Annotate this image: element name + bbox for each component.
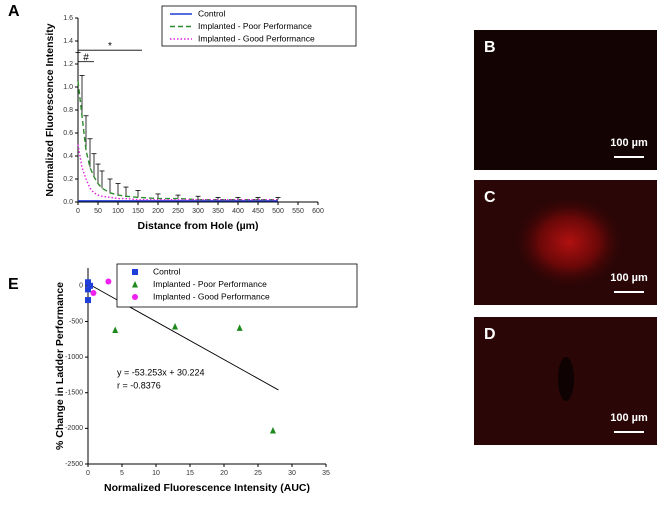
micrograph xyxy=(474,30,657,170)
data-line xyxy=(77,144,278,201)
fit-equation: y = -53.253x + 30.224 xyxy=(117,367,205,377)
annotation: # xyxy=(83,52,89,63)
x-tick-label: 15 xyxy=(186,470,194,477)
y-tick-label: -2500 xyxy=(65,461,83,468)
legend-box xyxy=(116,263,358,308)
x-axis-label: Normalized Fluorescence Intensity (AUC) xyxy=(104,482,310,494)
data-point xyxy=(85,297,91,304)
x-tick-label: 400 xyxy=(232,208,244,215)
data-point xyxy=(112,326,119,334)
x-tick-label: 550 xyxy=(292,208,304,215)
y-tick-label: -1500 xyxy=(65,390,83,397)
y-tick-label: -2000 xyxy=(65,425,83,432)
image-label: C xyxy=(484,189,496,206)
x-tick-label: 20 xyxy=(220,470,228,477)
legend-swatch xyxy=(132,269,138,275)
data-point xyxy=(85,279,91,286)
x-tick-label: 35 xyxy=(322,470,330,477)
x-axis-label: Distance from Hole (µm) xyxy=(138,220,259,232)
x-tick-label: 500 xyxy=(272,208,284,215)
x-tick-label: 600 xyxy=(312,208,324,215)
x-tick-label: 0 xyxy=(86,470,90,477)
x-tick-label: 450 xyxy=(252,208,264,215)
data-line xyxy=(77,81,278,201)
data-point xyxy=(90,289,97,296)
x-tick-label: 150 xyxy=(132,208,144,215)
y-tick-label: 1.6 xyxy=(63,15,73,22)
scale-label: 100 µm xyxy=(610,137,648,149)
data-point xyxy=(172,322,179,330)
y-tick-label: 0.4 xyxy=(63,153,73,160)
data-point xyxy=(236,324,243,331)
legend-label: Control xyxy=(198,8,226,18)
image-label: B xyxy=(484,39,496,56)
y-tick-label: 0.8 xyxy=(63,107,73,114)
y-tick-label: 1.2 xyxy=(63,61,73,68)
panel-label: A xyxy=(8,3,20,20)
image-label: D xyxy=(484,326,496,343)
x-tick-label: 30 xyxy=(288,470,296,477)
data-point xyxy=(87,282,94,289)
legend-swatch xyxy=(132,281,138,288)
y-tick-label: -1000 xyxy=(65,354,83,361)
x-tick-label: 100 xyxy=(112,208,124,215)
annotation: * xyxy=(108,41,112,52)
panel-label: E xyxy=(8,276,19,293)
y-tick-label: 0.0 xyxy=(63,199,73,206)
implant-hole xyxy=(558,357,574,401)
y-tick-label: 0 xyxy=(79,283,83,290)
legend-label: Control xyxy=(153,266,181,276)
legend-label: Implanted - Good Performance xyxy=(153,291,270,301)
x-tick-label: 350 xyxy=(212,208,224,215)
y-axis-label: % Change in Ladder Performance xyxy=(54,282,66,450)
x-tick-label: 0 xyxy=(76,208,80,215)
x-tick-label: 250 xyxy=(172,208,184,215)
scale-label: 100 µm xyxy=(610,272,648,284)
data-point xyxy=(105,278,112,285)
data-point xyxy=(269,427,276,434)
y-tick-label: 1.4 xyxy=(63,38,73,45)
x-tick-label: 200 xyxy=(152,208,164,215)
y-tick-label: 0.6 xyxy=(63,130,73,137)
fluorescence-glow xyxy=(509,192,629,292)
y-tick-label: 0.2 xyxy=(63,176,73,183)
x-tick-label: 10 xyxy=(152,470,160,477)
x-tick-label: 5 xyxy=(120,470,124,477)
y-tick-label: 1.0 xyxy=(63,84,73,91)
x-tick-label: 300 xyxy=(192,208,204,215)
legend-label: Implanted - Good Performance xyxy=(198,33,315,43)
legend-box xyxy=(161,5,357,47)
x-tick-label: 25 xyxy=(254,470,262,477)
scale-label: 100 µm xyxy=(610,412,648,424)
x-tick-label: 50 xyxy=(94,208,102,215)
y-tick-label: -500 xyxy=(69,318,83,325)
fit-r: r = -0.8376 xyxy=(117,380,161,390)
legend-label: Implanted - Poor Performance xyxy=(153,279,267,289)
legend-label: Implanted - Poor Performance xyxy=(198,21,312,31)
legend-swatch xyxy=(132,294,138,300)
y-axis-label: Normalized Fluorescence Intensity xyxy=(44,23,56,196)
data-point xyxy=(85,286,91,293)
